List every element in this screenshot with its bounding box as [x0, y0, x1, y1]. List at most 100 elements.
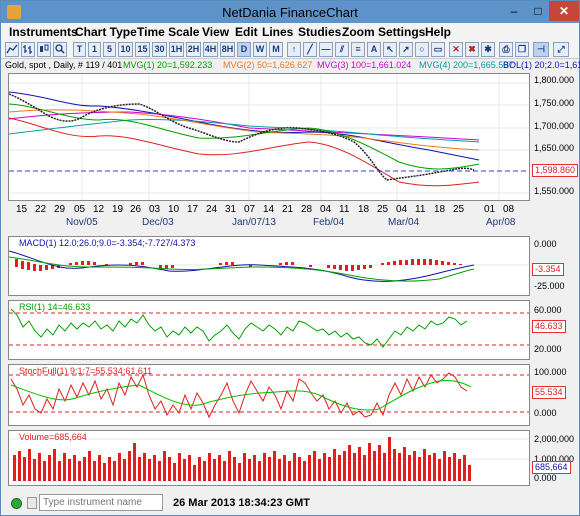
fit-icon[interactable]: ⤢	[553, 42, 569, 57]
price-chart-panel[interactable]	[8, 73, 530, 201]
delete-drawing-icon[interactable]: ✕	[449, 42, 463, 57]
close-button[interactable]: ✕	[549, 1, 579, 21]
volume-title: Volume=685,664	[19, 432, 87, 442]
macd-chart	[8, 250, 529, 282]
macd-title: MACD(1) 12.0;26.0;9.0=-3.354;-7.727/4.37…	[19, 238, 196, 248]
volume-chart	[9, 437, 529, 481]
date-label: 07	[244, 204, 256, 215]
mvg2-label: MVG(2) 50=1,626.627	[223, 60, 313, 70]
candlestick-icon[interactable]	[37, 42, 51, 57]
month-label: Apr/08	[486, 217, 516, 228]
rectangle-icon[interactable]: ▭	[431, 42, 445, 57]
rsi-current-tag: 46.633	[532, 320, 566, 333]
fibonacci-icon[interactable]: ≡	[351, 42, 365, 57]
status-datetime: 26 Mar 2013 18:34:23 GMT	[173, 497, 310, 509]
interval-5-button[interactable]: 5	[103, 42, 116, 57]
date-label: 31	[225, 204, 237, 215]
zoom-icon[interactable]	[53, 42, 67, 57]
title-bar: NetDania FinanceChart – □ ✕	[1, 1, 579, 23]
price-chart	[8, 74, 529, 200]
volume-axis-label: 0.000	[534, 473, 557, 483]
menu-edit[interactable]: Edit	[235, 25, 258, 39]
crosshair-icon[interactable]: ⊣	[533, 42, 549, 57]
price-axis: 1,800.000 1,750.000 1,700.000 1,650.000 …	[530, 73, 579, 201]
menu-chart-type[interactable]: Chart Type	[75, 25, 137, 39]
settings-icon[interactable]: ✱	[481, 42, 495, 57]
date-label: 04	[320, 204, 332, 215]
date-label: 17	[187, 204, 199, 215]
volume-axis-label: 2,000,000	[534, 434, 575, 444]
rsi-title: RSI(1) 14=46.633	[19, 302, 91, 312]
macd-panel[interactable]: MACD(1) 12.0;26.0;9.0=-3.354;-7.727/4.37…	[8, 236, 530, 296]
volume-axis: 2,000,000 1,000,000 685,664 0.000	[530, 430, 579, 486]
date-label: 08	[503, 204, 515, 215]
window-title: NetDania FinanceChart	[222, 5, 358, 20]
interval-15-button[interactable]: 15	[135, 42, 150, 57]
menu-help[interactable]: Help	[425, 25, 452, 39]
stochastic-axis-label: 100.000	[534, 367, 567, 377]
date-label: 19	[112, 204, 124, 215]
channel-icon[interactable]: ⫽	[335, 42, 349, 57]
mvg4-label: MVG(4) 200=1,665.567	[419, 60, 514, 70]
minimize-button[interactable]: –	[510, 4, 518, 18]
price-label-1650: 1,650.000	[534, 143, 575, 153]
horizontal-line-icon[interactable]: —	[319, 42, 333, 57]
up-arrow-icon[interactable]: ↑	[287, 42, 301, 57]
date-label: 14	[263, 204, 275, 215]
circle-icon[interactable]: ○	[415, 42, 429, 57]
date-label: 22	[35, 204, 47, 215]
bollinger-label: BOL(1) 20;2.0=1,618.07	[503, 60, 580, 70]
menu-zoom[interactable]: Zoom	[342, 25, 375, 39]
date-label: 24	[206, 204, 218, 215]
volume-panel[interactable]: Volume=685,664	[8, 430, 530, 486]
macd-axis-label: 0.000	[534, 239, 557, 249]
status-bar: 26 Mar 2013 18:34:23 GMT	[1, 492, 579, 515]
arrow-icon[interactable]: ➚	[399, 42, 413, 57]
interval-1-button[interactable]: 1	[88, 42, 101, 57]
line-chart-icon[interactable]	[5, 42, 19, 57]
current-price-tag: 1,598.860	[532, 164, 579, 177]
menu-instruments[interactable]: Instruments	[9, 25, 78, 39]
connection-status-icon	[11, 498, 22, 509]
text-tool-icon[interactable]: A	[367, 42, 381, 57]
menu-view[interactable]: View	[202, 25, 230, 39]
interval-8h-button[interactable]: 8H	[220, 42, 235, 57]
date-label: 10	[168, 204, 180, 215]
stochastic-current-tag: 55.534	[532, 386, 566, 399]
stochastic-title: StochFull(1) 9;1;7=55.534;61.611	[19, 366, 153, 376]
interval-weekly-button[interactable]: W	[253, 42, 267, 57]
instrument-search-input[interactable]	[39, 494, 163, 511]
stochastic-panel[interactable]: StochFull(1) 9;1;7=55.534;61.611	[8, 364, 530, 426]
rsi-chart	[9, 308, 529, 348]
cursor-icon[interactable]: ↖	[383, 42, 397, 57]
diagonal-line-icon[interactable]: ╱	[303, 42, 317, 57]
delete-all-icon[interactable]: ✖	[465, 42, 479, 57]
instrument-label: Gold, spot , Daily, # 119 / 401	[5, 60, 123, 70]
bar-chart-icon[interactable]	[21, 42, 35, 57]
maximize-button[interactable]: □	[534, 4, 542, 18]
menu-lines[interactable]: Lines	[262, 25, 294, 39]
interval-30-button[interactable]: 30	[152, 42, 167, 57]
interval-daily-button[interactable]: D	[237, 42, 251, 57]
interval-1h-button[interactable]: 1H	[169, 42, 184, 57]
menu-studies[interactable]: Studies	[298, 25, 342, 39]
date-label: 11	[415, 204, 426, 215]
menu-time-scale[interactable]: Time Scale	[137, 25, 200, 39]
month-label: Feb/04	[313, 217, 345, 228]
copy-icon[interactable]: ❐	[515, 42, 529, 57]
date-label: 25	[377, 204, 389, 215]
interval-monthly-button[interactable]: M	[269, 42, 283, 57]
menu-settings[interactable]: Settings	[378, 25, 426, 39]
print-icon[interactable]: ⎙	[499, 42, 513, 57]
mvg3-label: MVG(3) 100=1,661.024	[317, 60, 412, 70]
rsi-panel[interactable]: RSI(1) 14=46.633	[8, 300, 530, 360]
date-axis: 15 22 29 05 12 19 26 03 10 17 24 31 07 1…	[8, 202, 530, 232]
interval-tick-button[interactable]: T	[73, 42, 86, 57]
interval-10-button[interactable]: 10	[118, 42, 133, 57]
month-label: Nov/05	[66, 217, 98, 228]
interval-2h-button[interactable]: 2H	[186, 42, 201, 57]
volume-current-tag: 685,664	[532, 461, 571, 474]
price-label-1550: 1,550.000	[534, 186, 575, 196]
date-label: 01	[484, 204, 496, 215]
interval-4h-button[interactable]: 4H	[203, 42, 218, 57]
